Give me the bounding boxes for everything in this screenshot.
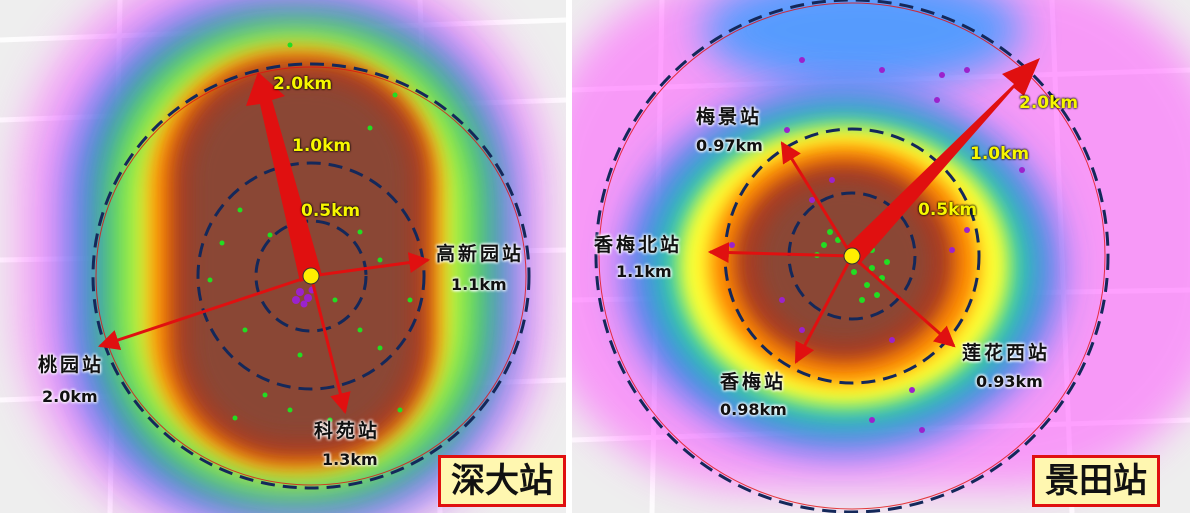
distance-label-gaoxinyuan: 1.1km	[451, 275, 507, 294]
arrow-keyuan	[309, 275, 351, 415]
poi-purple-points	[729, 57, 1025, 433]
radius-label-0-5km: 0.5km	[301, 201, 361, 221]
station-label-meijing: 梅景站	[696, 106, 763, 128]
neighbor-arrows	[707, 141, 956, 364]
station-label-xiangmeibei: 香梅北站	[594, 234, 683, 256]
radius-label-1km: 1.0km	[292, 136, 352, 156]
arrow-gaoxinyuan	[310, 252, 431, 278]
arrow-meijing	[780, 141, 854, 257]
arrow-xiangmeibei	[707, 242, 853, 264]
station-label-lianhuaxi: 莲花西站	[962, 342, 1051, 364]
station-label-keyuan: 科苑站	[314, 420, 381, 442]
ring-0-5km	[787, 191, 917, 321]
poi-green-points	[207, 42, 413, 423]
radius-label-2km: 2.0km	[1019, 93, 1079, 113]
arrow-taoyuan	[98, 274, 312, 351]
shenda-station-map: 2.0km 1.0km 0.5km 高新园站 1.1km 桃园站 2.0km 科…	[0, 0, 566, 513]
radius-arrow	[246, 72, 322, 282]
station-title-jingtian: 景田站	[1032, 455, 1160, 507]
station-label-taoyuan: 桃园站	[38, 354, 105, 376]
jingtian-map-graphic	[572, 0, 1190, 513]
station-title-shenda: 深大站	[438, 455, 566, 507]
distance-label-keyuan: 1.3km	[322, 450, 378, 469]
shenda-map-graphic	[0, 0, 566, 513]
buffer-rings	[91, 62, 531, 490]
station-marker-jingtian	[843, 247, 861, 265]
distance-label-meijing: 0.97km	[696, 136, 763, 155]
radius-label-0-5km: 0.5km	[918, 200, 978, 220]
distance-label-lianhuaxi: 0.93km	[976, 372, 1043, 391]
ring-1km	[196, 161, 426, 391]
jingtian-station-map: 2.0km 1.0km 0.5km 梅景站 0.97km 香梅北站 1.1km …	[572, 0, 1190, 513]
ring-2km	[91, 62, 531, 490]
ring-2km	[594, 0, 1110, 513]
distance-label-xiangmeibei: 1.1km	[616, 262, 672, 281]
distance-label-taoyuan: 2.0km	[42, 387, 98, 406]
arrow-xiangmei	[794, 255, 854, 364]
station-label-xiangmei: 香梅站	[720, 371, 787, 393]
radius-arrow	[845, 58, 1040, 265]
neighbor-arrows	[98, 252, 431, 415]
radius-label-2km: 2.0km	[273, 74, 333, 94]
arrow-lianhuaxi	[851, 254, 956, 348]
station-label-gaoxinyuan: 高新园站	[436, 243, 525, 265]
station-marker-shenda	[302, 267, 320, 285]
radius-label-1km: 1.0km	[970, 144, 1030, 164]
density-heatmap	[572, 0, 1190, 490]
distance-label-xiangmei: 0.98km	[720, 400, 787, 419]
ring-0-5km	[254, 219, 368, 333]
